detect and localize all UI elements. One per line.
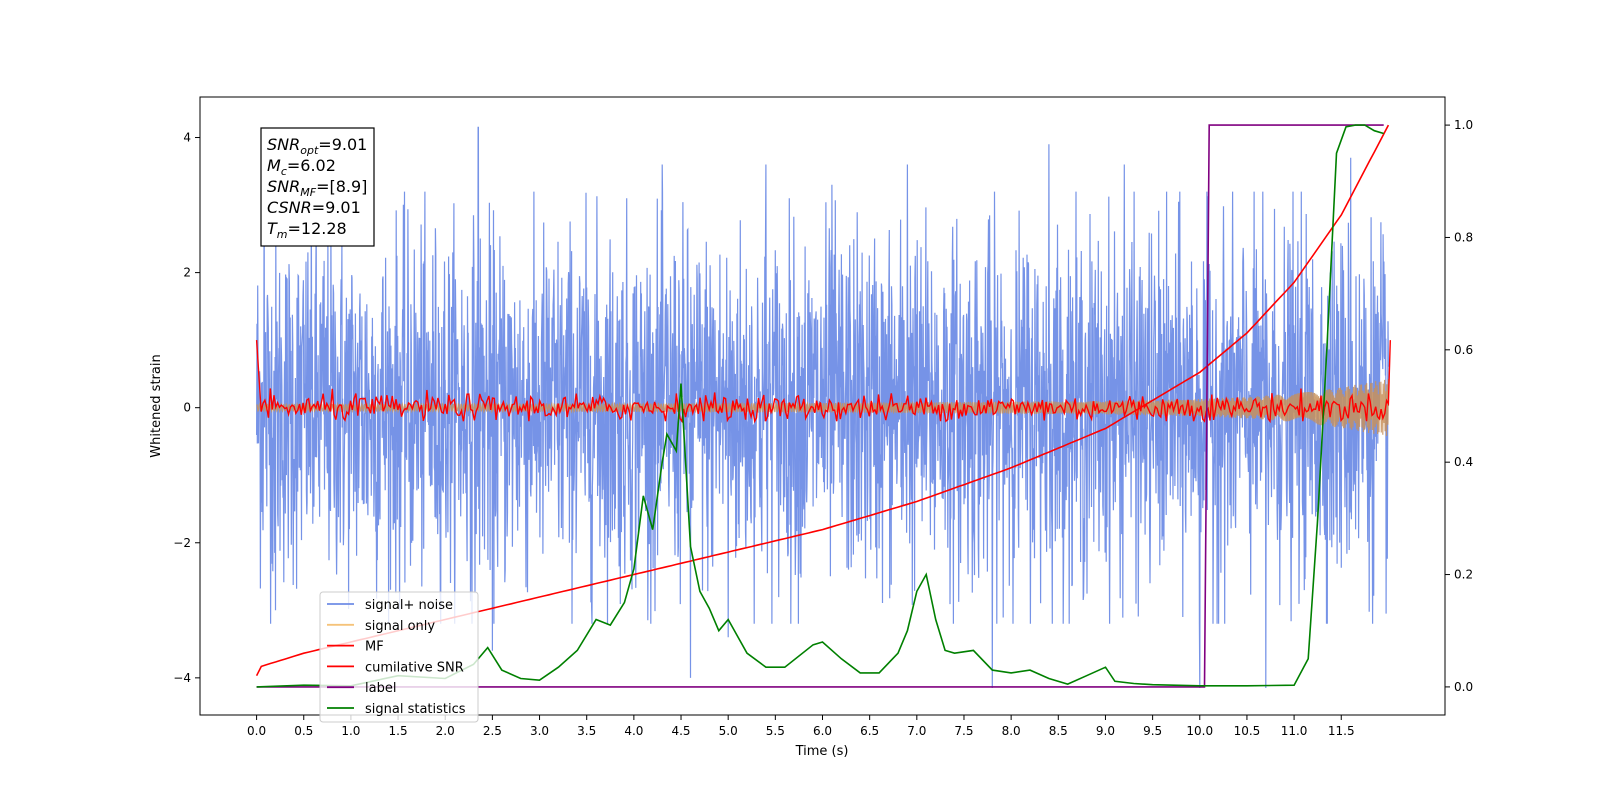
x-tick-label: 10.0 bbox=[1186, 724, 1213, 738]
x-tick-label: 5.0 bbox=[719, 724, 738, 738]
y-axis-label: Whitened strain bbox=[149, 354, 164, 457]
x-tick-label: 7.5 bbox=[954, 724, 973, 738]
y2-tick-label: 0.8 bbox=[1454, 230, 1473, 244]
y-tick-label: 4 bbox=[183, 131, 191, 145]
x-tick-label: 9.0 bbox=[1096, 724, 1115, 738]
x-tick-label: 11.5 bbox=[1328, 724, 1355, 738]
y2-tick-label: 0.0 bbox=[1454, 680, 1473, 694]
annotation-line: CSNR=9.01 bbox=[267, 198, 361, 217]
y-axis-right: 0.0 0.2 0.4 0.6 0.8 1.0 bbox=[1445, 118, 1473, 694]
annotation-line: Tm=12.28 bbox=[267, 219, 347, 241]
x-tick-label: 6.0 bbox=[813, 724, 832, 738]
series-signal-statistics-line bbox=[256, 124, 1384, 688]
x-tick-label: 2.0 bbox=[436, 724, 455, 738]
annotation-line: SNRMF=[8.9] bbox=[267, 177, 367, 199]
x-tick-label: 6.5 bbox=[860, 724, 879, 738]
y-tick-label: 0 bbox=[183, 401, 191, 415]
x-axis-label: Time (s) bbox=[795, 744, 849, 759]
legend-entry: signal+ noise bbox=[365, 598, 453, 613]
y-axis-left: −4 −2 0 2 4 bbox=[173, 131, 200, 685]
legend-entry: signal statistics bbox=[365, 702, 466, 717]
x-tick-label: 5.5 bbox=[766, 724, 785, 738]
legend: signal+ noise signal only MF cumilative SNR… bbox=[319, 591, 479, 723]
y-tick-label: −2 bbox=[173, 536, 191, 550]
x-tick-label: 3.0 bbox=[530, 724, 549, 738]
y-tick-label: −4 bbox=[173, 671, 191, 685]
annotation-line: Mc=6.02 bbox=[267, 156, 336, 178]
annotation-frame bbox=[260, 127, 375, 247]
y2-tick-label: 0.6 bbox=[1454, 343, 1473, 357]
series-label-line bbox=[256, 124, 1384, 688]
x-tick-label: 2.5 bbox=[483, 724, 502, 738]
x-tick-label: 4.5 bbox=[671, 724, 690, 738]
legend-entry: cumilative SNR bbox=[365, 660, 464, 675]
y-tick-label: 2 bbox=[183, 266, 191, 280]
annotation-line: SNRopt=9.01 bbox=[267, 135, 367, 157]
x-tick-label: 0.5 bbox=[294, 724, 313, 738]
legend-entry: signal only bbox=[365, 619, 435, 634]
y2-tick-label: 0.4 bbox=[1454, 455, 1473, 469]
x-tick-label: 10.5 bbox=[1234, 724, 1261, 738]
x-tick-label: 1.5 bbox=[389, 724, 408, 738]
legend-frame bbox=[319, 591, 479, 723]
x-tick-label: 0.0 bbox=[247, 724, 266, 738]
x-tick-label: 7.0 bbox=[907, 724, 926, 738]
x-tick-label: 9.5 bbox=[1143, 724, 1162, 738]
x-tick-label: 1.0 bbox=[341, 724, 360, 738]
x-tick-label: 11.0 bbox=[1281, 724, 1308, 738]
x-tick-label: 3.5 bbox=[577, 724, 596, 738]
y2-tick-label: 1.0 bbox=[1454, 118, 1473, 132]
x-tick-label: 8.0 bbox=[1002, 724, 1021, 738]
y2-tick-label: 0.2 bbox=[1454, 568, 1473, 582]
x-tick-label: 8.5 bbox=[1049, 724, 1068, 738]
series-mf-line bbox=[255, 340, 1391, 424]
x-tick-label: 4.0 bbox=[624, 724, 643, 738]
x-axis: 0.0 0.5 1.0 1.5 2.0 2.5 3.0 3.5 4.0 4.5 5.0 5.5 6.0 6… bbox=[247, 715, 1355, 738]
legend-entry: MF bbox=[365, 640, 384, 655]
legend-entry: label bbox=[365, 681, 396, 696]
